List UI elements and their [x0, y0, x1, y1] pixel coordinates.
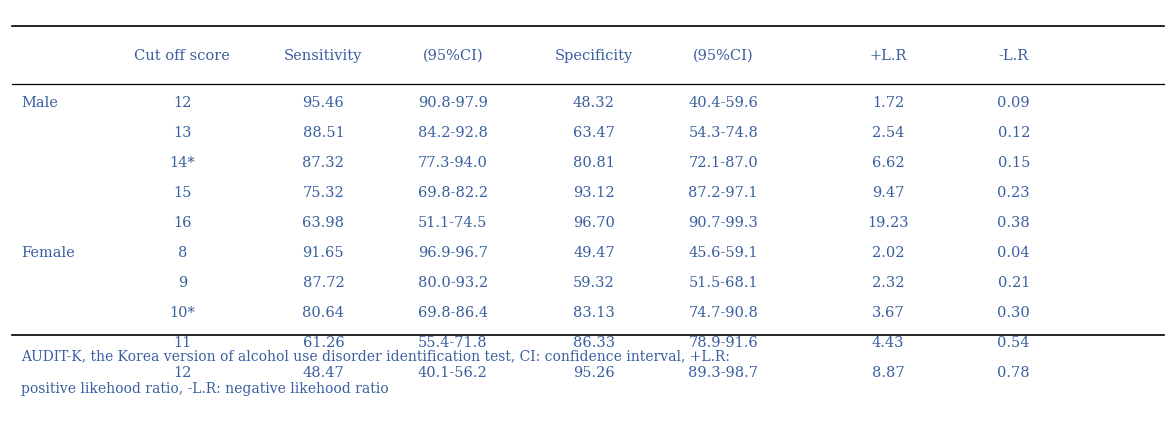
Text: 14*: 14*: [169, 156, 195, 170]
Text: 91.65: 91.65: [302, 246, 345, 260]
Text: 69.8-86.4: 69.8-86.4: [417, 306, 488, 320]
Text: 89.3-98.7: 89.3-98.7: [688, 365, 759, 380]
Text: 0.38: 0.38: [997, 216, 1030, 230]
Text: 75.32: 75.32: [302, 186, 345, 200]
Text: 49.47: 49.47: [573, 246, 615, 260]
Text: Cut off score: Cut off score: [134, 49, 230, 63]
Text: 83.13: 83.13: [573, 306, 615, 320]
Text: 19.23: 19.23: [867, 216, 909, 230]
Text: 93.12: 93.12: [573, 186, 615, 200]
Text: 48.47: 48.47: [302, 365, 345, 380]
Text: Sensitivity: Sensitivity: [285, 49, 362, 63]
Text: 72.1-87.0: 72.1-87.0: [688, 156, 759, 170]
Text: 87.2-97.1: 87.2-97.1: [688, 186, 759, 200]
Text: 63.98: 63.98: [302, 216, 345, 230]
Text: 51.1-74.5: 51.1-74.5: [419, 216, 487, 230]
Text: 3.67: 3.67: [871, 306, 904, 320]
Text: 8.87: 8.87: [871, 365, 904, 380]
Text: 61.26: 61.26: [302, 335, 345, 350]
Text: 80.0-93.2: 80.0-93.2: [417, 276, 488, 290]
Text: (95%CI): (95%CI): [422, 49, 483, 63]
Text: 96.70: 96.70: [573, 216, 615, 230]
Text: 80.64: 80.64: [302, 306, 345, 320]
Text: 4.43: 4.43: [871, 335, 904, 350]
Text: 51.5-68.1: 51.5-68.1: [688, 276, 759, 290]
Text: 96.9-96.7: 96.9-96.7: [417, 246, 488, 260]
Text: 84.2-92.8: 84.2-92.8: [417, 126, 488, 140]
Text: 9: 9: [178, 276, 187, 290]
Text: 90.8-97.9: 90.8-97.9: [417, 96, 488, 110]
Text: 87.72: 87.72: [302, 276, 345, 290]
Text: Female: Female: [21, 246, 75, 260]
Text: AUDIT-K, the Korea version of alcohol use disorder identification test, CI: conf: AUDIT-K, the Korea version of alcohol us…: [21, 349, 730, 364]
Text: 0.09: 0.09: [997, 96, 1030, 110]
Text: 0.54: 0.54: [997, 335, 1030, 350]
Text: 16: 16: [173, 216, 192, 230]
Text: positive likehood ratio, -L.R: negative likehood ratio: positive likehood ratio, -L.R: negative …: [21, 382, 389, 396]
Text: 0.15: 0.15: [997, 156, 1030, 170]
Text: 0.30: 0.30: [997, 306, 1030, 320]
Text: 0.04: 0.04: [997, 246, 1030, 260]
Text: 12: 12: [173, 365, 192, 380]
Text: 55.4-71.8: 55.4-71.8: [417, 335, 488, 350]
Text: 45.6-59.1: 45.6-59.1: [688, 246, 759, 260]
Text: -L.R: -L.R: [998, 49, 1029, 63]
Text: 8: 8: [178, 246, 187, 260]
Text: 13: 13: [173, 126, 192, 140]
Text: 69.8-82.2: 69.8-82.2: [417, 186, 488, 200]
Text: 63.47: 63.47: [573, 126, 615, 140]
Text: 1.72: 1.72: [871, 96, 904, 110]
Text: 2.02: 2.02: [871, 246, 904, 260]
Text: 88.51: 88.51: [302, 126, 345, 140]
Text: 77.3-94.0: 77.3-94.0: [417, 156, 488, 170]
Text: 74.7-90.8: 74.7-90.8: [688, 306, 759, 320]
Text: (95%CI): (95%CI): [693, 49, 754, 63]
Text: 95.26: 95.26: [573, 365, 615, 380]
Text: 90.7-99.3: 90.7-99.3: [688, 216, 759, 230]
Text: 40.1-56.2: 40.1-56.2: [417, 365, 488, 380]
Text: 40.4-59.6: 40.4-59.6: [688, 96, 759, 110]
Text: 15: 15: [173, 186, 192, 200]
Text: 80.81: 80.81: [573, 156, 615, 170]
Text: 2.32: 2.32: [871, 276, 904, 290]
Text: 0.23: 0.23: [997, 186, 1030, 200]
Text: 86.33: 86.33: [573, 335, 615, 350]
Text: 9.47: 9.47: [871, 186, 904, 200]
Text: +L.R: +L.R: [869, 49, 907, 63]
Text: 48.32: 48.32: [573, 96, 615, 110]
Text: 0.12: 0.12: [997, 126, 1030, 140]
Text: 12: 12: [173, 96, 192, 110]
Text: 0.78: 0.78: [997, 365, 1030, 380]
Text: 10*: 10*: [169, 306, 195, 320]
Text: 59.32: 59.32: [573, 276, 615, 290]
Text: Specificity: Specificity: [555, 49, 633, 63]
Text: 54.3-74.8: 54.3-74.8: [688, 126, 759, 140]
Text: 0.21: 0.21: [997, 276, 1030, 290]
Text: 6.62: 6.62: [871, 156, 904, 170]
Text: 78.9-91.6: 78.9-91.6: [688, 335, 759, 350]
Text: 2.54: 2.54: [871, 126, 904, 140]
Text: 95.46: 95.46: [302, 96, 345, 110]
Text: 11: 11: [173, 335, 192, 350]
Text: Male: Male: [21, 96, 58, 110]
Text: 87.32: 87.32: [302, 156, 345, 170]
